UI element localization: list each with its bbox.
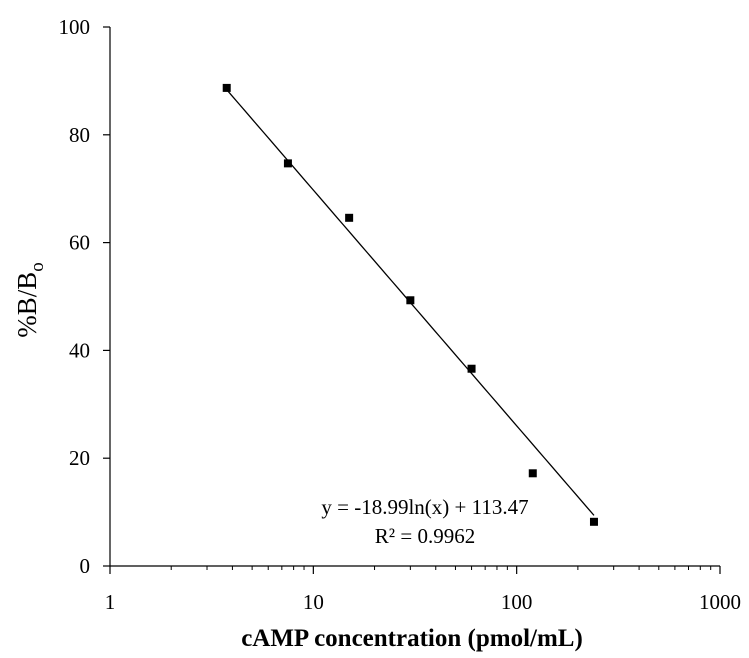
data-point — [467, 364, 476, 373]
x-tick-label: 100 — [501, 590, 533, 614]
y-tick-label: 60 — [69, 231, 90, 255]
data-point — [528, 469, 537, 478]
x-tick-label: 1000 — [699, 590, 741, 614]
y-tick-label: 40 — [69, 338, 90, 362]
y-tick-label: 0 — [80, 554, 91, 578]
y-axis-title: %B/Bo — [12, 262, 48, 338]
x-ticks: 1 10 100 1000 — [105, 566, 741, 614]
data-point — [406, 296, 415, 305]
data-points — [222, 83, 598, 526]
data-point — [222, 83, 231, 92]
y-ticks: 0 20 40 60 80 100 — [59, 15, 110, 578]
y-tick-label: 100 — [59, 15, 91, 39]
trendline-equation: y = -18.99ln(x) + 113.47 — [321, 495, 528, 519]
y-axis-title-main: %B/B — [12, 272, 42, 338]
axes — [109, 27, 720, 567]
r-squared-label: R² = 0.9962 — [375, 524, 475, 548]
x-tick-label: 10 — [303, 590, 324, 614]
data-point — [283, 159, 292, 168]
x-tick-label: 1 — [105, 590, 116, 614]
data-point — [345, 213, 354, 222]
x-axis-title: cAMP concentration (pmol/mL) — [241, 625, 583, 652]
y-tick-label: 20 — [69, 446, 90, 470]
data-point — [589, 517, 598, 526]
y-axis-title-subscript: o — [27, 262, 48, 272]
y-tick-label: 80 — [69, 123, 90, 147]
